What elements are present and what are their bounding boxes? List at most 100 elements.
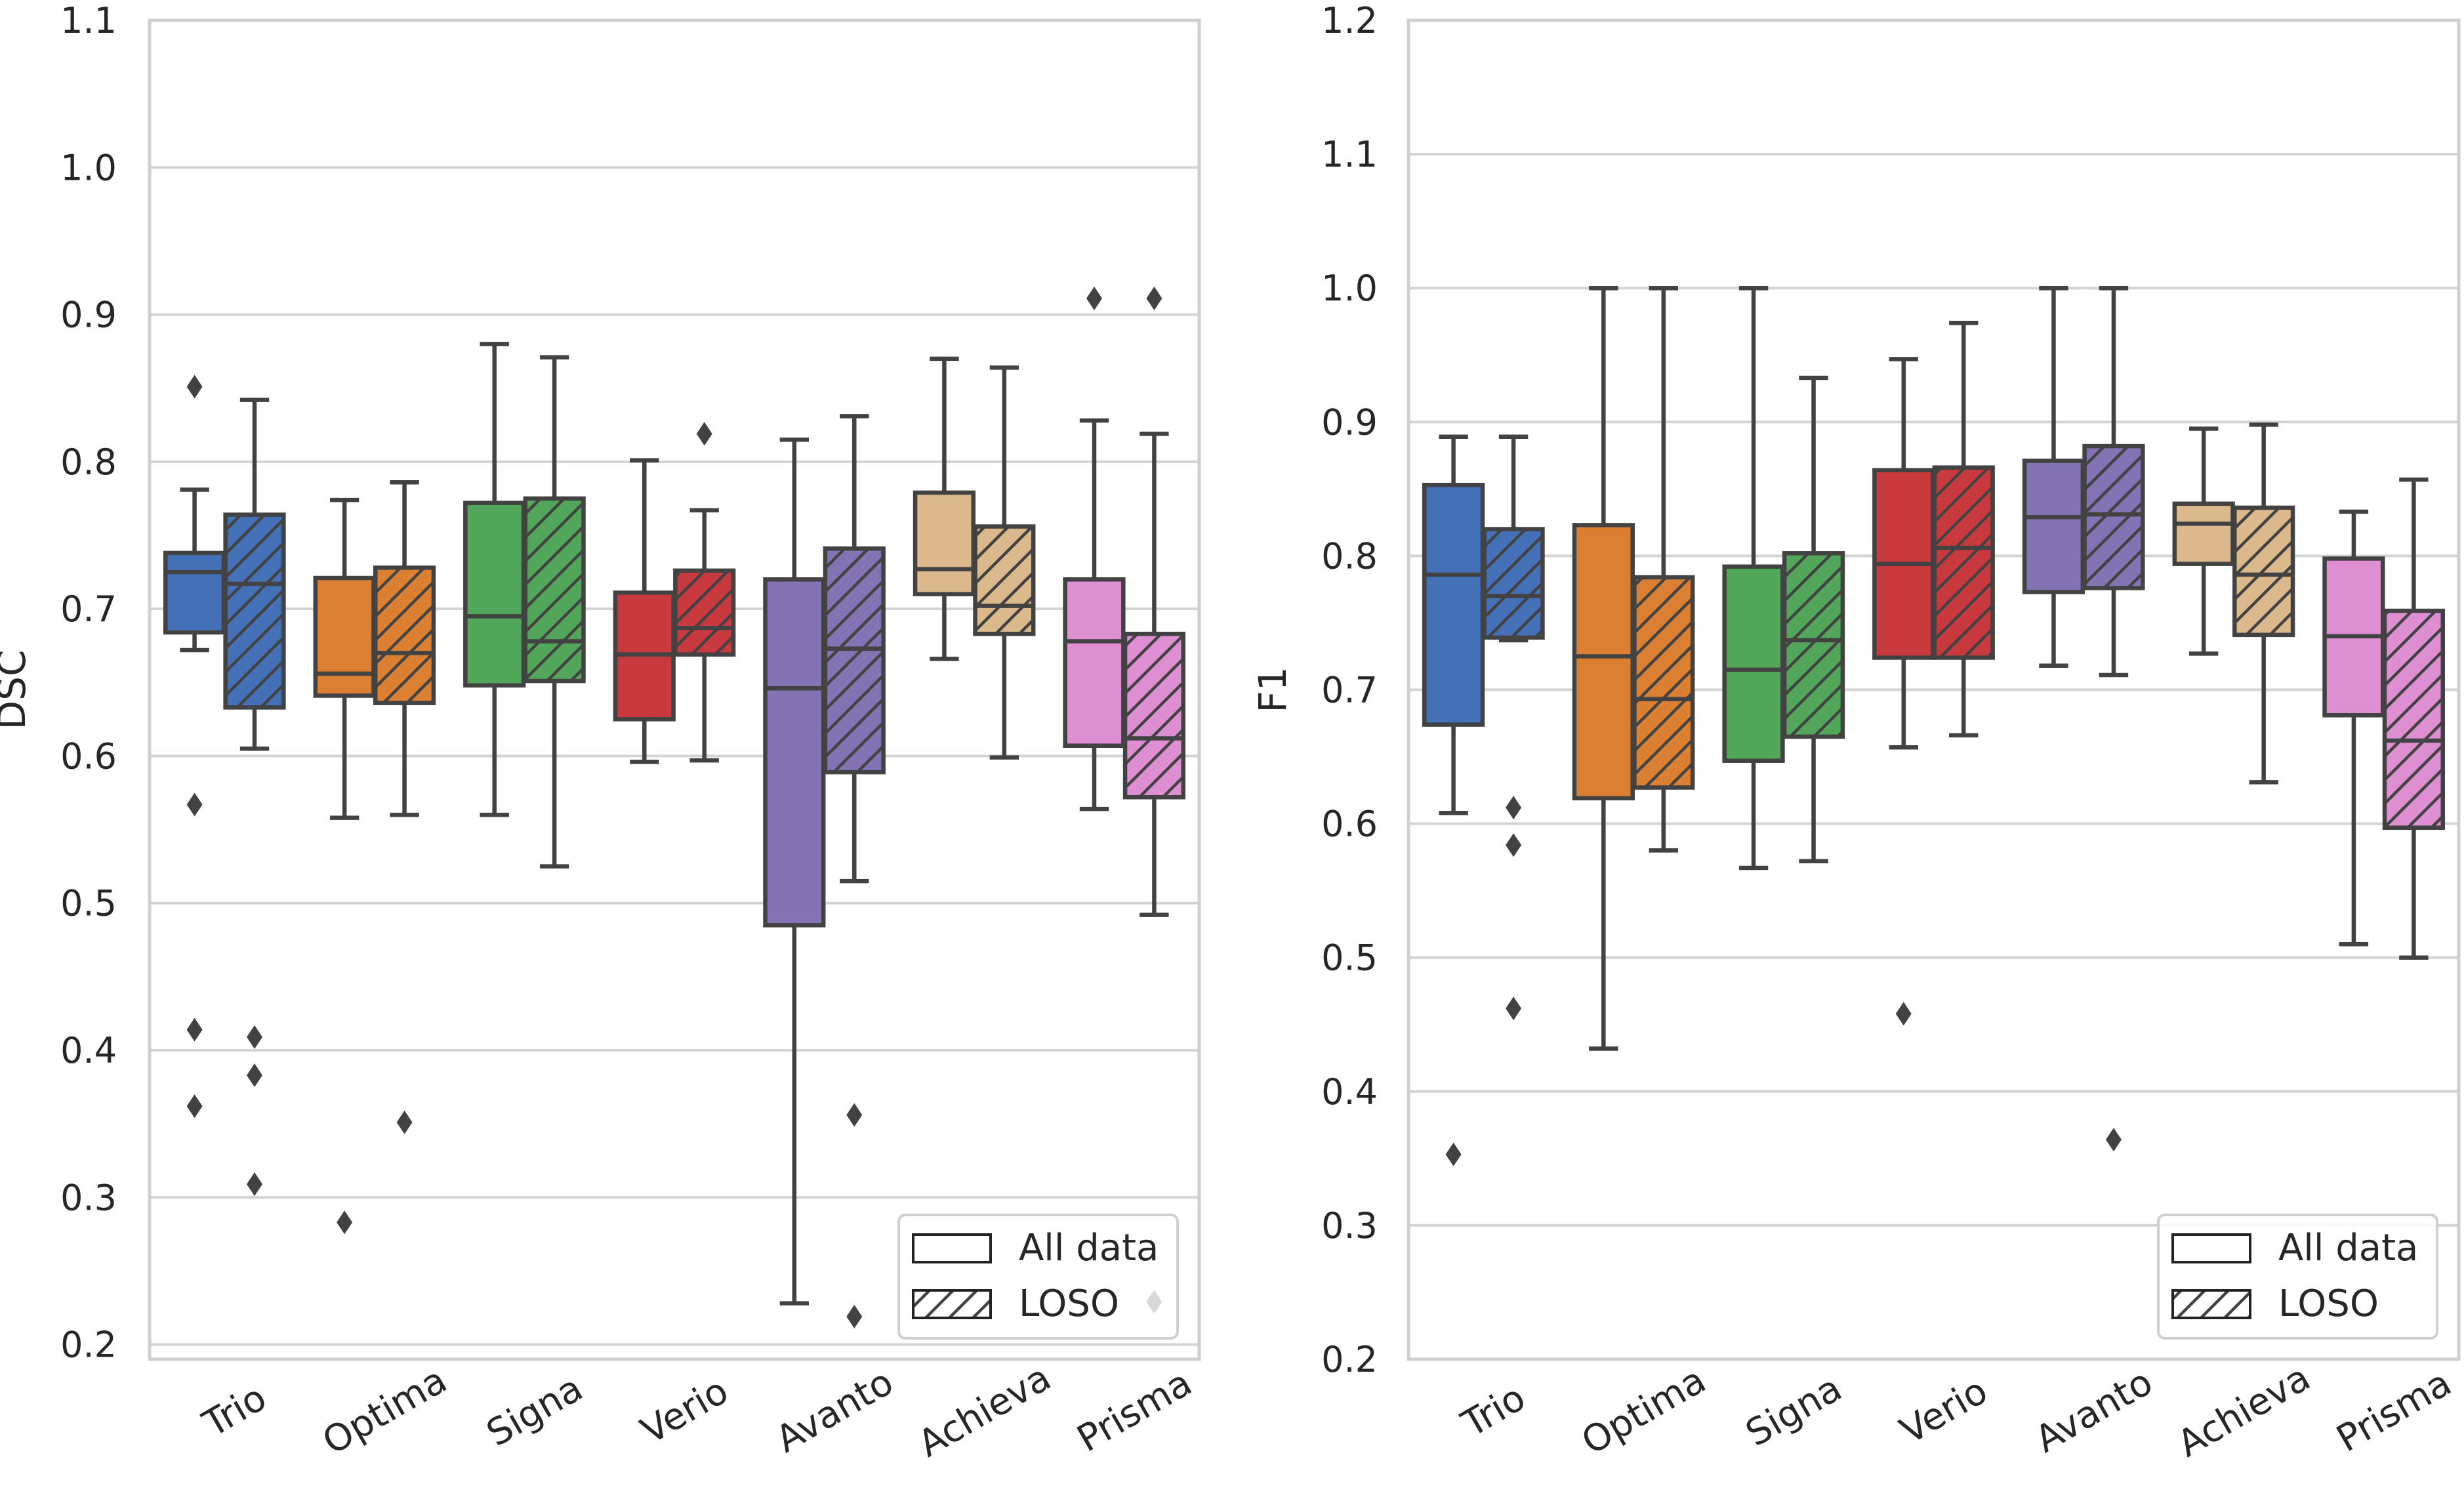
x-tick-label-optima: Optima bbox=[316, 1359, 454, 1463]
y-tick-label: 0.2 bbox=[60, 1324, 117, 1366]
y-tick-label: 0.8 bbox=[1321, 535, 1378, 577]
x-tick-label-verio: Verio bbox=[634, 1370, 735, 1453]
box-achieva-loso bbox=[973, 365, 1036, 760]
box-body bbox=[1574, 525, 1633, 798]
legend-swatch-all-data bbox=[912, 1233, 992, 1263]
box-hatch bbox=[525, 498, 584, 682]
box-verio-loso bbox=[1932, 321, 1995, 738]
outlier-marker bbox=[186, 1017, 203, 1042]
box-signa-loso bbox=[523, 355, 586, 869]
y-tick-label: 0.8 bbox=[60, 441, 117, 483]
outlier-marker bbox=[846, 1103, 863, 1127]
y-axis-label: DSC bbox=[0, 650, 34, 730]
y-tick-label: 0.6 bbox=[60, 735, 117, 777]
outlier-marker bbox=[247, 1025, 262, 1049]
x-tick-label-verio: Verio bbox=[1893, 1370, 1995, 1453]
y-tick-label: 0.7 bbox=[60, 588, 117, 630]
legend-swatch-all-data bbox=[2171, 1233, 2251, 1263]
x-tick-label-achieva: Achieva bbox=[911, 1357, 1058, 1466]
outlier-marker bbox=[846, 1304, 863, 1328]
box-outline bbox=[1782, 551, 1845, 739]
outlier-marker bbox=[247, 1172, 262, 1197]
legend-swatch-loso bbox=[912, 1289, 992, 1319]
y-tick-label: 0.9 bbox=[1321, 401, 1378, 443]
x-tick-label-trio: Trio bbox=[1454, 1376, 1532, 1446]
box-hatch bbox=[2234, 507, 2293, 635]
box-optima-loso bbox=[1632, 285, 1695, 853]
x-tick-label-achieva: Achieva bbox=[2171, 1357, 2318, 1466]
box-verio-all-data bbox=[1872, 357, 1935, 1026]
box-optima-all-data bbox=[1572, 285, 1635, 1051]
box-body bbox=[165, 552, 224, 633]
outlier-marker bbox=[337, 1210, 353, 1235]
box-avanto-loso bbox=[2082, 285, 2145, 1152]
box-hatch bbox=[225, 514, 284, 708]
y-tick-label: 0.4 bbox=[60, 1030, 117, 1071]
box-hatch bbox=[675, 570, 734, 655]
box-hatch bbox=[825, 548, 884, 773]
legend-label-all-data: All data bbox=[1019, 1227, 1159, 1269]
box-trio-all-data bbox=[1422, 434, 1485, 1166]
outlier-marker bbox=[1086, 286, 1102, 310]
legend-label-loso: LOSO bbox=[2278, 1282, 2379, 1325]
y-tick-label: 1.0 bbox=[1321, 268, 1378, 309]
box-body bbox=[1724, 566, 1783, 761]
axes-frame bbox=[1407, 18, 2461, 1361]
legend: All data LOSO bbox=[2157, 1214, 2438, 1340]
x-tick-label-avanto: Avanto bbox=[769, 1361, 901, 1461]
box-hatch bbox=[375, 567, 434, 703]
x-tick-label-prisma: Prisma bbox=[1070, 1361, 1199, 1460]
x-tick-label-avanto: Avanto bbox=[2028, 1361, 2160, 1461]
box-prisma-loso bbox=[2382, 477, 2446, 960]
box-body bbox=[465, 502, 524, 686]
box-hatch bbox=[1634, 577, 1693, 788]
x-tick-label-optima: Optima bbox=[1574, 1359, 1713, 1463]
y-tick-label: 1.2 bbox=[1321, 0, 1378, 41]
outlier-marker-prisma-loso-light bbox=[1146, 1290, 1162, 1314]
y-tick-label: 0.9 bbox=[60, 295, 117, 336]
x-tick-label-signa: Signa bbox=[480, 1367, 590, 1456]
legend-swatch-loso-hatch bbox=[913, 1290, 991, 1318]
box-signa-all-data bbox=[463, 342, 526, 817]
box-body bbox=[2024, 461, 2083, 592]
y-tick-label: 1.1 bbox=[1321, 134, 1378, 175]
y-tick-label: 0.7 bbox=[1321, 670, 1378, 711]
box-verio-loso bbox=[673, 422, 736, 763]
box-avanto-loso bbox=[823, 414, 886, 1328]
box-signa-loso bbox=[1782, 375, 1845, 863]
legend-label-all-data: All data bbox=[2278, 1227, 2418, 1269]
box-outline bbox=[673, 568, 736, 657]
box-body bbox=[1065, 579, 1124, 746]
y-tick-label: 0.5 bbox=[1321, 937, 1378, 979]
outlier-marker bbox=[186, 375, 203, 399]
box-optima-loso bbox=[373, 480, 436, 1134]
legend: All data LOSO bbox=[897, 1214, 1179, 1340]
dsc-panel: 0.2 0.3 0.4 0.5 0.6 0.7 0.8 0.9 1.0 1.1 DSC Trio Opt… bbox=[0, 0, 1201, 1466]
box-trio-loso bbox=[223, 398, 286, 1197]
y-tick-label: 1.1 bbox=[60, 0, 117, 41]
box-body bbox=[2174, 503, 2233, 564]
outlier-marker bbox=[186, 792, 203, 817]
y-tick-label: 0.5 bbox=[60, 883, 117, 924]
outlier-marker bbox=[1506, 833, 1522, 857]
box-body bbox=[315, 578, 374, 696]
legend-swatch-loso-hatch bbox=[2173, 1290, 2250, 1318]
box-hatch bbox=[1484, 529, 1543, 638]
outlier-marker bbox=[696, 422, 712, 446]
y-tick-label: 1.0 bbox=[60, 147, 117, 188]
legend-swatch-loso bbox=[2171, 1289, 2251, 1319]
y-tick-label: 0.2 bbox=[1321, 1339, 1378, 1380]
box-body bbox=[915, 492, 974, 594]
box-avanto-all-data bbox=[2022, 285, 2085, 668]
outlier-marker bbox=[1506, 996, 1522, 1021]
x-tick-label-trio: Trio bbox=[195, 1376, 274, 1446]
legend-label-loso: LOSO bbox=[1019, 1282, 1119, 1325]
box-outline bbox=[2232, 505, 2295, 638]
x-tick-label-prisma: Prisma bbox=[2330, 1361, 2459, 1460]
outlier-marker bbox=[1445, 1142, 1462, 1166]
box-hatch bbox=[975, 526, 1034, 634]
box-hatch bbox=[2385, 611, 2443, 828]
box-outline bbox=[2082, 443, 2145, 590]
outlier-marker bbox=[186, 1094, 203, 1118]
